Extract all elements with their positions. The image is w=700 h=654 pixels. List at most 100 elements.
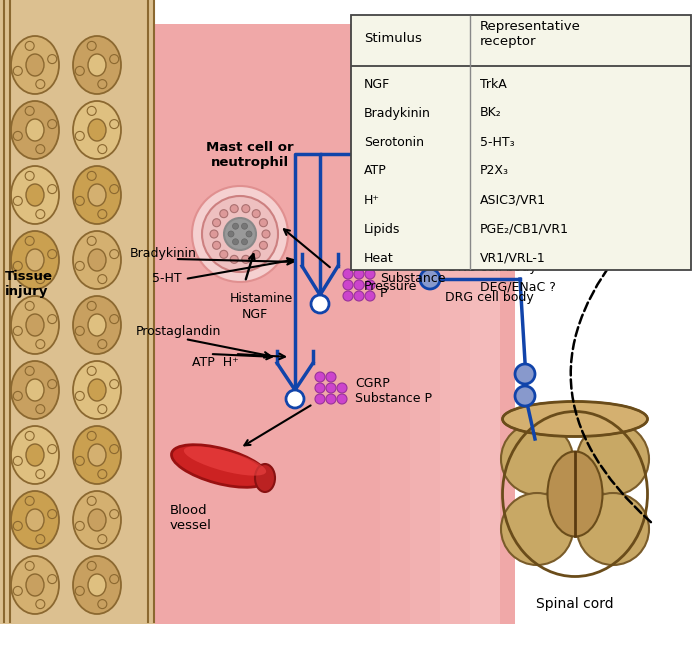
- Ellipse shape: [73, 556, 121, 614]
- Circle shape: [232, 239, 239, 245]
- Ellipse shape: [88, 379, 106, 401]
- Circle shape: [252, 250, 260, 258]
- Ellipse shape: [88, 119, 106, 141]
- Ellipse shape: [501, 423, 573, 495]
- Ellipse shape: [11, 361, 59, 419]
- Ellipse shape: [501, 493, 573, 565]
- Circle shape: [515, 386, 535, 406]
- Text: Heat: Heat: [364, 252, 393, 264]
- Text: DEG/ENaC ?: DEG/ENaC ?: [480, 281, 556, 294]
- Text: DRG cell body: DRG cell body: [448, 260, 537, 273]
- Ellipse shape: [88, 184, 106, 206]
- Text: Bradykinin: Bradykinin: [130, 247, 197, 260]
- Text: NGF: NGF: [364, 78, 391, 90]
- Ellipse shape: [184, 447, 266, 475]
- Ellipse shape: [26, 119, 44, 141]
- Circle shape: [315, 372, 325, 382]
- Ellipse shape: [26, 574, 44, 596]
- Circle shape: [241, 205, 250, 213]
- Ellipse shape: [73, 491, 121, 549]
- Circle shape: [354, 291, 364, 301]
- Text: 5-HT₃: 5-HT₃: [480, 135, 514, 148]
- Circle shape: [326, 372, 336, 382]
- Circle shape: [365, 291, 375, 301]
- Circle shape: [354, 280, 364, 290]
- Circle shape: [246, 231, 252, 237]
- Text: Serotonin: Serotonin: [364, 135, 424, 148]
- Text: CGRP
Substance P: CGRP Substance P: [355, 377, 432, 405]
- Text: DRG cell body: DRG cell body: [445, 290, 533, 303]
- Circle shape: [315, 383, 325, 393]
- Ellipse shape: [547, 451, 603, 536]
- Circle shape: [326, 394, 336, 404]
- Ellipse shape: [73, 101, 121, 159]
- Text: Tissue
injury: Tissue injury: [5, 270, 53, 298]
- Circle shape: [343, 280, 353, 290]
- Ellipse shape: [11, 101, 59, 159]
- Ellipse shape: [11, 491, 59, 549]
- Text: Representative
receptor: Representative receptor: [480, 20, 581, 48]
- Circle shape: [220, 210, 228, 218]
- Circle shape: [260, 241, 267, 249]
- Circle shape: [337, 383, 347, 393]
- Ellipse shape: [11, 36, 59, 94]
- Text: NGF: NGF: [242, 307, 268, 320]
- Text: PGE₂/CB1/VR1: PGE₂/CB1/VR1: [480, 222, 569, 235]
- Circle shape: [252, 210, 260, 218]
- Ellipse shape: [11, 296, 59, 354]
- Bar: [0, 0, 155, 624]
- Ellipse shape: [88, 444, 106, 466]
- Bar: [350, 24, 380, 624]
- Text: H⁺: H⁺: [364, 194, 380, 207]
- Text: VR1/VRL-1: VR1/VRL-1: [480, 252, 546, 264]
- Ellipse shape: [11, 426, 59, 484]
- Ellipse shape: [577, 493, 649, 565]
- Ellipse shape: [11, 231, 59, 289]
- Circle shape: [326, 383, 336, 393]
- Ellipse shape: [11, 166, 59, 224]
- Text: Spinal cord: Spinal cord: [536, 597, 614, 611]
- Text: 5-HT: 5-HT: [152, 271, 181, 284]
- Ellipse shape: [88, 54, 106, 76]
- Circle shape: [220, 250, 228, 258]
- FancyBboxPatch shape: [595, 217, 615, 251]
- Circle shape: [420, 269, 440, 289]
- Text: BK₂: BK₂: [480, 107, 502, 120]
- Ellipse shape: [255, 464, 275, 492]
- Ellipse shape: [88, 509, 106, 531]
- Circle shape: [343, 269, 353, 279]
- Ellipse shape: [73, 36, 121, 94]
- Circle shape: [286, 390, 304, 408]
- Circle shape: [232, 223, 239, 229]
- Ellipse shape: [73, 296, 121, 354]
- Circle shape: [337, 394, 347, 404]
- Ellipse shape: [577, 423, 649, 495]
- Circle shape: [241, 239, 248, 245]
- Text: Lipids: Lipids: [364, 222, 400, 235]
- Circle shape: [262, 230, 270, 238]
- FancyBboxPatch shape: [351, 15, 691, 270]
- Ellipse shape: [560, 171, 650, 237]
- Ellipse shape: [88, 314, 106, 336]
- Ellipse shape: [26, 379, 44, 401]
- Ellipse shape: [26, 184, 44, 206]
- Text: TrkA: TrkA: [480, 78, 507, 90]
- Circle shape: [260, 218, 267, 227]
- Bar: [470, 24, 500, 624]
- Text: Blood
vessel: Blood vessel: [170, 504, 212, 532]
- Ellipse shape: [26, 314, 44, 336]
- Circle shape: [202, 196, 278, 272]
- Circle shape: [365, 280, 375, 290]
- Circle shape: [515, 364, 535, 384]
- Text: Mast cell or
neutrophil: Mast cell or neutrophil: [206, 141, 294, 169]
- Ellipse shape: [26, 444, 44, 466]
- Text: ATP: ATP: [364, 165, 386, 177]
- FancyBboxPatch shape: [100, 24, 515, 624]
- Circle shape: [228, 231, 234, 237]
- Text: Bradykinin: Bradykinin: [364, 107, 431, 120]
- Ellipse shape: [73, 166, 121, 224]
- Circle shape: [213, 241, 220, 249]
- Ellipse shape: [88, 249, 106, 271]
- Circle shape: [354, 269, 364, 279]
- Circle shape: [241, 255, 250, 264]
